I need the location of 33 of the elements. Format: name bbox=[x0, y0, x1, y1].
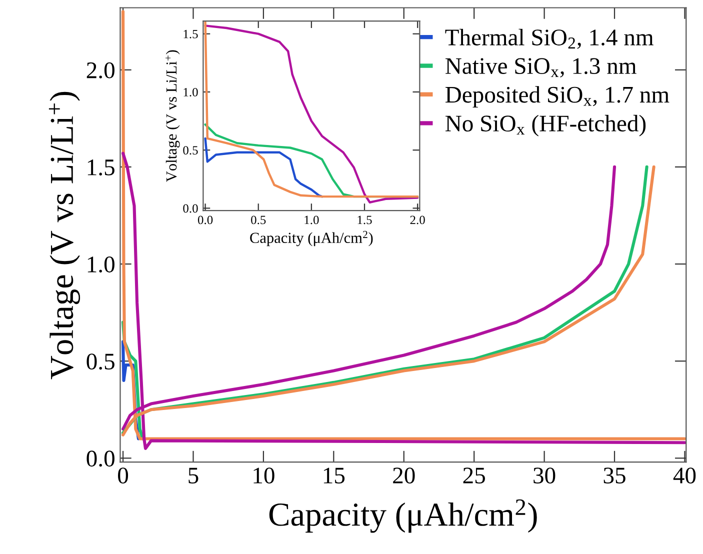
x-tick-label: 35 bbox=[604, 468, 626, 484]
x-tick-label: 30 bbox=[534, 468, 556, 484]
y-tick-label: 2.0 bbox=[86, 62, 114, 78]
x-tick-label: 20 bbox=[393, 468, 415, 484]
x-tick-label: 25 bbox=[463, 468, 485, 484]
line-series bbox=[204, 137, 324, 198]
y-tick-label: 1.0 bbox=[184, 88, 198, 96]
y-tick-label: 1.0 bbox=[88, 256, 114, 273]
x-axis-title: Capacity (μAh/cm$^{2}$) bbox=[250, 230, 373, 246]
y-tick-label: 0.0 bbox=[86, 450, 114, 467]
y-tick-label: 0.0 bbox=[183, 204, 198, 213]
x-tick-label: 0.5 bbox=[251, 216, 266, 224]
y-tick-label: 0.5 bbox=[86, 354, 114, 370]
x-tick-label: 5 bbox=[188, 468, 198, 484]
x-tick-label: 15 bbox=[324, 468, 345, 484]
y-tick-label: 1.5 bbox=[184, 30, 198, 38]
x-tick-label: 1.0 bbox=[304, 216, 319, 224]
y-axis-title: Voltage (V vs Li/Li$^{+}$) bbox=[166, 50, 180, 182]
y-tick-label: 1.5 bbox=[88, 160, 114, 176]
y-tick-label: 0.5 bbox=[183, 146, 198, 155]
x-tick-label: 40 bbox=[673, 468, 696, 484]
x-tick-label: 1.5 bbox=[358, 216, 372, 224]
x-tick-label: 10 bbox=[254, 468, 274, 484]
legend-label: Native SiO$_{x}$, 1.3 nm bbox=[446, 58, 636, 78]
x-tick-label: 2.0 bbox=[410, 216, 425, 224]
y-axis-title: Voltage (V vs Li/Li$^{+}$) bbox=[48, 92, 80, 380]
line-series bbox=[121, 10, 686, 440]
x-tick-label: 0.0 bbox=[198, 216, 213, 224]
x-axis-title: Capacity (μAh/cm$^{2}$) bbox=[269, 499, 537, 533]
legend-label: No SiO$_{x}$ (HF-etched) bbox=[446, 114, 646, 136]
legend-label: Thermal SiO$_{2}$, 1.4 nm bbox=[445, 28, 654, 49]
legend-label: Deposited SiO$_{x}$, 1.7 nm bbox=[446, 86, 670, 108]
x-tick-label: 0 bbox=[118, 468, 128, 484]
